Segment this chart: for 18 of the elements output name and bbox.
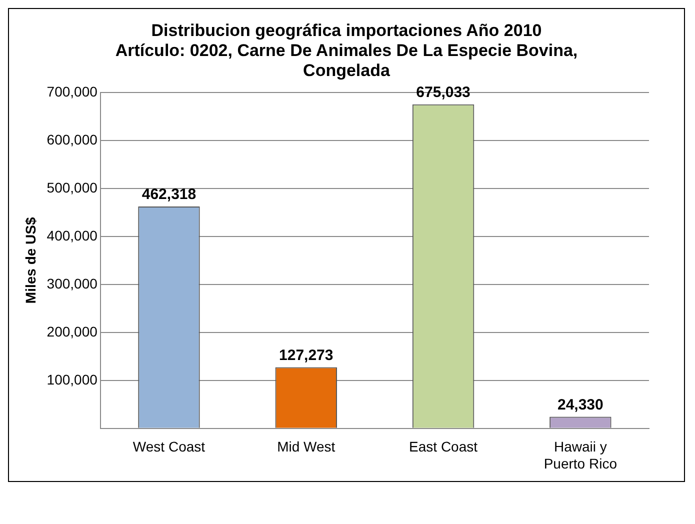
y-axis-title: Miles de US$ xyxy=(22,217,38,304)
y-tick-label: 200,000 xyxy=(46,323,98,340)
data-label: 462,318 xyxy=(142,186,196,204)
chart-subtitle: Artículo: 0202, Carne De Animales De La Especie Bovina, Congelada xyxy=(114,41,579,81)
x-tick-label: East Coast xyxy=(409,438,478,455)
data-label: 127,273 xyxy=(279,346,334,364)
y-tick-label: 100,000 xyxy=(46,371,98,388)
x-tick-label: Hawaii y Puerto Rico xyxy=(544,438,618,472)
x-tick-label: Mid West xyxy=(277,438,336,455)
chart-title: Distribucion geográfica importaciones Año 2010 xyxy=(150,21,543,41)
y-tick-label: 400,000 xyxy=(46,227,98,244)
data-label: 675,033 xyxy=(416,84,470,102)
x-tick-label: West Coast xyxy=(132,438,206,455)
y-tick-label: 600,000 xyxy=(46,131,98,148)
y-tick-label: 500,000 xyxy=(46,179,98,196)
y-tick-label: 700,000 xyxy=(46,83,98,100)
y-tick-label: 300,000 xyxy=(46,275,98,292)
data-label: 24,330 xyxy=(557,396,604,414)
